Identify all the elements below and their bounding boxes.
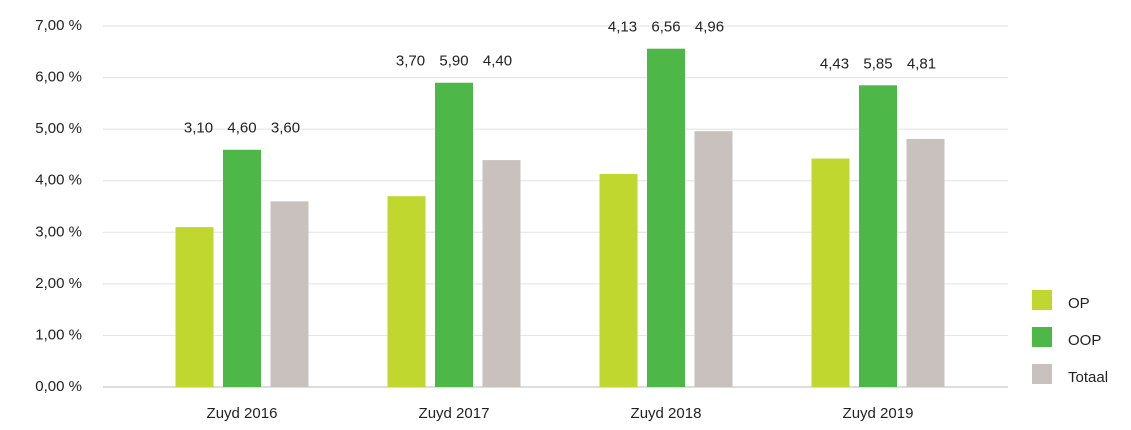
bar [387,196,426,387]
y-tick-label: 0,00 % [35,378,82,395]
legend-swatch [1032,364,1052,384]
value-label: 5,90 [439,53,468,70]
bar [811,158,850,387]
legend-swatch [1032,290,1052,310]
value-label: 3,60 [271,120,300,137]
value-label: 4,13 [608,19,637,36]
bar [270,201,309,387]
legend-label: OP [1068,295,1090,312]
value-label: 4,96 [695,19,724,36]
value-label: 4,43 [820,55,849,72]
value-label: 6,56 [651,19,680,36]
bar [599,174,638,387]
y-tick-label: 5,00 % [35,120,82,137]
y-tick-label: 4,00 % [35,172,82,189]
bar [694,131,733,387]
bar [223,149,261,387]
bar [175,227,214,387]
value-label: 4,40 [483,53,512,70]
value-label: 3,10 [184,120,213,137]
bar [647,48,685,387]
y-tick-label: 2,00 % [35,275,82,292]
x-tick-label: Zuyd 2018 [631,405,702,422]
y-tick-label: 1,00 % [35,326,82,343]
bar [906,138,945,387]
bar [435,82,473,387]
x-tick-label: Zuyd 2017 [419,405,490,422]
y-tick-label: 3,00 % [35,223,82,240]
legend-label: Totaal [1068,369,1108,386]
y-tick-label: 6,00 % [35,69,82,86]
x-tick-label: Zuyd 2019 [843,405,914,422]
x-tick-label: Zuyd 2016 [207,405,278,422]
value-label: 4,60 [227,120,256,137]
value-label: 5,85 [863,55,892,72]
legend-swatch [1032,327,1052,347]
bar [859,85,897,388]
value-label: 4,81 [907,55,936,72]
y-tick-label: 7,00 % [35,17,82,34]
value-label: 3,70 [396,53,425,70]
bar [482,160,521,387]
legend-label: OOP [1068,332,1101,349]
